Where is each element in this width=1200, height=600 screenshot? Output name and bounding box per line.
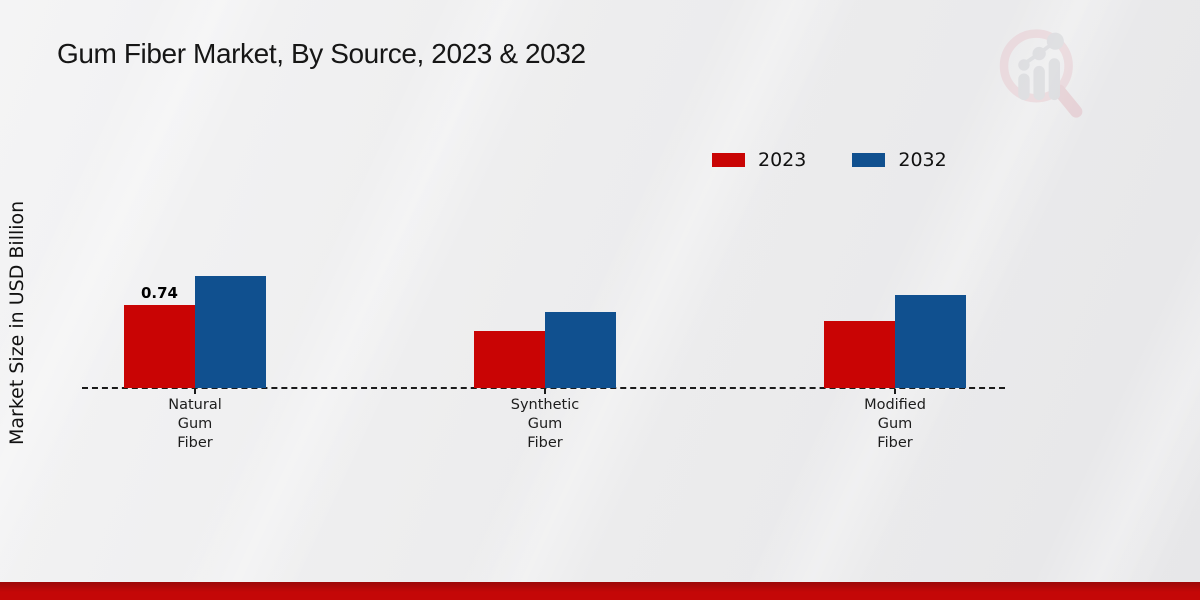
legend-label-2032: 2032 [898,149,947,171]
bar-2032-modified-gum-fiber [895,295,966,388]
x-axis-tick [544,389,546,394]
category-label-modified-gum-fiber: Modified Gum Fiber [864,397,926,451]
bar-2023-modified-gum-fiber [824,321,895,388]
category-label-synthetic-gum-fiber: Synthetic Gum Fiber [510,397,580,451]
category-label-natural-gum-fiber: Natural Gum Fiber [168,397,222,451]
chart-title: Gum Fiber Market, By Source, 2023 & 2032 [57,38,586,69]
legend-swatch-2032 [852,153,886,167]
magnifier-growth-chart-logo-icon [999,29,1083,118]
x-axis-tick [194,389,196,394]
x-axis-tick [894,389,896,394]
bar-2023-natural-gum-fiber [124,305,195,388]
bar-value-label: 0.74 [140,284,178,302]
legend-item-2032: 2032 [852,149,947,171]
legend-item-2023: 2023 [712,149,806,171]
legend-label-2023: 2023 [758,149,807,171]
footer-red-band [0,582,1200,600]
legend: 2023 2032 [712,149,947,171]
bar-2032-natural-gum-fiber [195,276,266,388]
legend-swatch-2023 [712,153,745,167]
zero-baseline [82,387,1005,389]
bar-2032-synthetic-gum-fiber [545,312,616,388]
bar-2023-synthetic-gum-fiber [474,331,545,388]
